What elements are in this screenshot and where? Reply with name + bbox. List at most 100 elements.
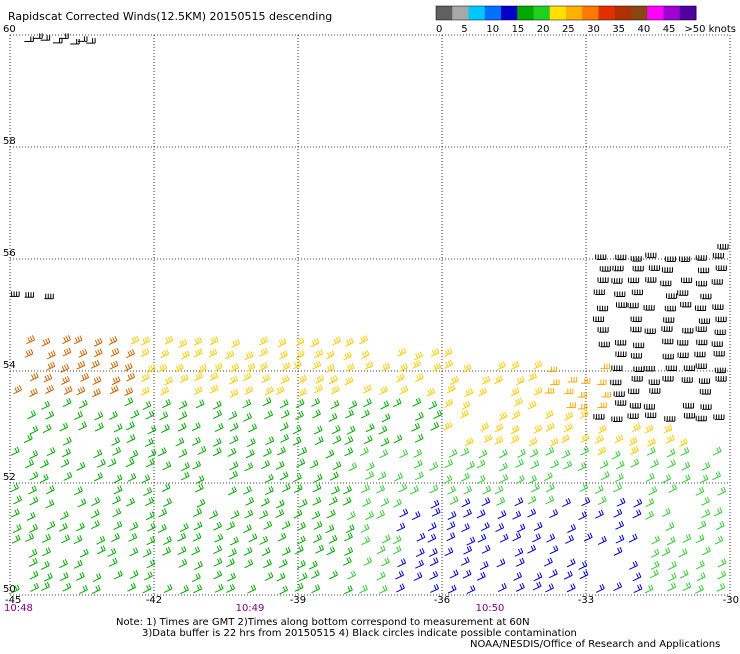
wind-barb-flag bbox=[413, 361, 417, 367]
wind-barb bbox=[429, 461, 439, 471]
wind-barb bbox=[695, 560, 705, 570]
wind-barb-shaft bbox=[113, 478, 123, 484]
wind-barb-shaft bbox=[275, 513, 284, 518]
wind-barb bbox=[683, 365, 695, 371]
wind-barb-flag bbox=[452, 485, 456, 491]
wind-barb-flag bbox=[198, 532, 202, 538]
wind-barb bbox=[661, 326, 673, 332]
wind-barb-shaft bbox=[107, 462, 117, 468]
wind-barb-shaft bbox=[514, 463, 524, 468]
wind-barb-shaft bbox=[679, 573, 689, 579]
wind-barb-flag bbox=[436, 411, 440, 417]
wind-barb-flag bbox=[96, 377, 100, 383]
wind-barb-shaft bbox=[533, 526, 543, 531]
wind-barb-flag bbox=[539, 521, 543, 527]
wind-barb bbox=[677, 352, 689, 359]
wind-barb-flag bbox=[398, 398, 402, 404]
wind-barb-flag bbox=[331, 350, 335, 356]
wind-barb-flag bbox=[570, 411, 574, 417]
legend-swatch-12 bbox=[631, 6, 648, 20]
wind-barb bbox=[313, 425, 323, 435]
wind-barb bbox=[177, 532, 187, 542]
wind-barb-flag bbox=[166, 424, 170, 429]
wind-barb-shaft bbox=[476, 463, 486, 469]
wind-barb-flag bbox=[135, 547, 139, 553]
wind-barb bbox=[546, 533, 556, 543]
wind-barb bbox=[395, 570, 405, 580]
wind-barb bbox=[29, 425, 39, 435]
wind-barb-flag bbox=[233, 364, 237, 370]
wind-barb-flag bbox=[44, 401, 48, 407]
wind-barb-shaft bbox=[308, 564, 318, 570]
wind-barb-shaft bbox=[580, 450, 589, 456]
wind-barb-shaft bbox=[544, 414, 554, 420]
wind-barb bbox=[178, 558, 188, 568]
wind-barb-flag bbox=[511, 436, 515, 442]
wind-barb bbox=[481, 497, 491, 507]
wind-barb bbox=[140, 347, 150, 357]
wind-barb bbox=[196, 498, 206, 508]
wind-barb-flag bbox=[317, 521, 321, 527]
wind-barb-flag bbox=[195, 437, 199, 443]
wind-barb-flag bbox=[338, 461, 342, 467]
wind-barb-flag bbox=[329, 547, 333, 553]
wind-barb-shaft bbox=[113, 427, 123, 433]
wind-barb-flag bbox=[569, 570, 573, 576]
wind-barb bbox=[529, 448, 539, 458]
wind-barb bbox=[630, 256, 642, 262]
wind-barb-shaft bbox=[112, 451, 121, 456]
wind-barb bbox=[396, 522, 406, 532]
wind-barb-flag bbox=[616, 509, 620, 515]
wind-barb-flag bbox=[349, 585, 353, 591]
wind-barb-flag bbox=[536, 582, 540, 588]
wind-barb bbox=[247, 584, 257, 594]
wind-barb-shaft bbox=[714, 539, 723, 545]
wind-barb bbox=[279, 399, 289, 409]
wind-barb bbox=[397, 558, 407, 568]
wind-barb-flag bbox=[364, 485, 368, 491]
wind-barb-flag bbox=[115, 509, 119, 515]
wind-barb-flag bbox=[620, 473, 624, 479]
wind-barb-flag bbox=[149, 487, 153, 492]
wind-barb-flag bbox=[555, 459, 559, 465]
wind-barb-flag bbox=[281, 508, 285, 514]
wind-barb-flag bbox=[318, 533, 322, 539]
wind-barb bbox=[428, 547, 438, 557]
wind-barb-shaft bbox=[414, 475, 424, 481]
wind-barb bbox=[514, 458, 524, 468]
wind-barb bbox=[545, 446, 555, 456]
wind-barb bbox=[314, 436, 324, 446]
wind-barb-shaft bbox=[362, 388, 372, 394]
wind-barb-flag bbox=[248, 399, 252, 405]
wind-barb-shaft bbox=[74, 490, 83, 496]
wind-barb-flag bbox=[151, 511, 155, 517]
wind-barb-flag bbox=[146, 336, 150, 342]
wind-barb bbox=[294, 582, 304, 592]
wind-barb-flag bbox=[127, 388, 131, 394]
wind-barb-flag bbox=[384, 449, 389, 455]
wind-barb-shaft bbox=[325, 368, 335, 373]
wind-barb-flag bbox=[687, 474, 691, 480]
wind-barb bbox=[514, 497, 524, 507]
wind-barb-flag bbox=[366, 385, 370, 391]
wind-barb bbox=[533, 521, 543, 531]
wind-barb-shaft bbox=[90, 364, 100, 369]
wind-barb-flag bbox=[519, 558, 523, 564]
wind-barb-flag bbox=[231, 448, 235, 454]
wind-barb-flag bbox=[648, 425, 652, 431]
wind-barb-flag bbox=[216, 448, 220, 454]
wind-barb-flag bbox=[30, 411, 34, 417]
wind-barb-flag bbox=[298, 338, 302, 344]
wind-barb bbox=[362, 384, 372, 394]
wind-barb-shaft bbox=[208, 352, 218, 358]
wind-barb-flag bbox=[365, 447, 369, 452]
wind-barb bbox=[295, 410, 304, 420]
wind-barb-shaft bbox=[26, 516, 36, 521]
wind-barb-flag bbox=[652, 438, 656, 443]
wind-barb-flag bbox=[671, 434, 675, 440]
wind-barb-shaft bbox=[213, 561, 223, 567]
wind-barb bbox=[276, 572, 286, 582]
wind-barb-flag bbox=[387, 534, 391, 540]
wind-barb-flag bbox=[210, 374, 214, 380]
wind-barb-shaft bbox=[77, 502, 87, 508]
